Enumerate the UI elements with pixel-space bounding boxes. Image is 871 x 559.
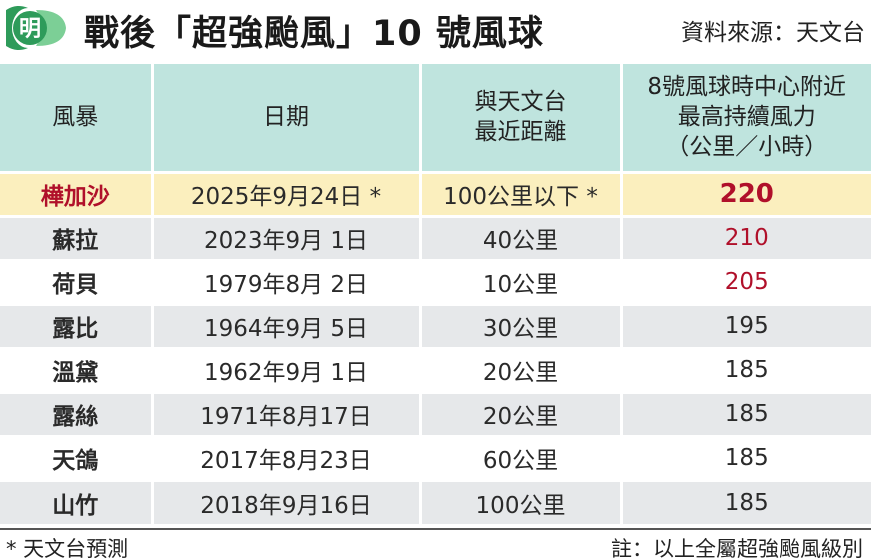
table-row: 溫黛 1962年9月 1日 20公里 185 xyxy=(0,348,871,392)
table-body: 樺加沙 2025年9月24日 * 100公里以下 * 220 蘇拉 2023年9… xyxy=(0,172,871,524)
footnote-forecast: * 天文台預測 xyxy=(6,537,129,559)
column-header-storm: 風暴 xyxy=(0,64,154,172)
storm-date: 2025年9月24日 * xyxy=(152,172,422,216)
table-row: 樺加沙 2025年9月24日 * 100公里以下 * 220 xyxy=(0,172,871,216)
storm-name: 荷貝 xyxy=(0,260,154,304)
storm-name: 露絲 xyxy=(0,392,154,436)
storm-wind: 185 xyxy=(724,401,769,427)
data-source: 資料來源：天文台 xyxy=(681,20,865,46)
logo-char: 明 xyxy=(19,17,41,42)
storm-wind: 185 xyxy=(724,445,769,471)
storm-date: 1979年8月 2日 xyxy=(152,260,422,304)
column-header-distance: 與天文台 最近距離 xyxy=(420,64,623,172)
table-row: 露比 1964年9月 5日 30公里 195 xyxy=(0,304,871,348)
storm-name: 山竹 xyxy=(0,480,154,524)
storm-name: 樺加沙 xyxy=(0,172,154,216)
storm-name: 溫黛 xyxy=(0,348,154,392)
storm-wind: 220 xyxy=(719,179,774,209)
table-row: 天鴿 2017年8月23日 60公里 185 xyxy=(0,436,871,480)
storm-date: 2018年9月16日 xyxy=(152,480,422,524)
storm-distance: 20公里 xyxy=(420,392,623,436)
storm-wind: 185 xyxy=(724,489,769,516)
storm-wind: 195 xyxy=(724,313,769,339)
storm-name: 天鴿 xyxy=(0,436,154,480)
storm-distance: 60公里 xyxy=(420,436,623,480)
page-title: 戰後「超強颱風」10 號風球 xyxy=(84,14,544,54)
storm-name: 蘇拉 xyxy=(0,216,154,260)
storm-date: 1962年9月 1日 xyxy=(152,348,422,392)
footer: * 天文台預測 註：以上全屬超強颱風級別 xyxy=(0,528,871,559)
storm-date: 1971年8月17日 xyxy=(152,392,422,436)
table-row: 蘇拉 2023年9月 1日 40公里 210 xyxy=(0,216,871,260)
storm-distance: 20公里 xyxy=(420,348,623,392)
column-header-wind: 8號風球時中心附近 最高持續風力 （公里／小時） xyxy=(647,74,847,161)
footnote-classification: 註：以上全屬超強颱風級別 xyxy=(611,537,863,559)
ming-pao-logo: 明 xyxy=(0,4,70,52)
storm-distance: 100公里 xyxy=(420,480,623,524)
storm-wind: 205 xyxy=(724,269,769,295)
storm-date: 2023年9月 1日 xyxy=(152,216,422,260)
storm-date: 2017年8月23日 xyxy=(152,436,422,480)
storm-distance: 40公里 xyxy=(420,216,623,260)
storm-date: 1964年9月 5日 xyxy=(152,304,422,348)
storm-name: 露比 xyxy=(0,304,154,348)
column-header-date: 日期 xyxy=(152,64,422,172)
storm-distance: 10公里 xyxy=(420,260,623,304)
storm-distance: 100公里以下 * xyxy=(420,172,623,216)
storm-wind: 210 xyxy=(724,225,769,251)
table-row: 山竹 2018年9月16日 100公里 185 xyxy=(0,480,871,524)
storm-wind: 185 xyxy=(724,357,769,383)
storm-distance: 30公里 xyxy=(420,304,623,348)
typhoon-table: 風暴 日期 與天文台 最近距離 8號風球時中心附近 最高持續風力 （公里／小時）… xyxy=(0,64,871,524)
table-header: 風暴 日期 與天文台 最近距離 8號風球時中心附近 最高持續風力 （公里／小時） xyxy=(0,64,871,172)
table-row: 露絲 1971年8月17日 20公里 185 xyxy=(0,392,871,436)
table-row: 荷貝 1979年8月 2日 10公里 205 xyxy=(0,260,871,304)
header: 明 戰後「超強颱風」10 號風球 資料來源：天文台 xyxy=(0,0,871,58)
